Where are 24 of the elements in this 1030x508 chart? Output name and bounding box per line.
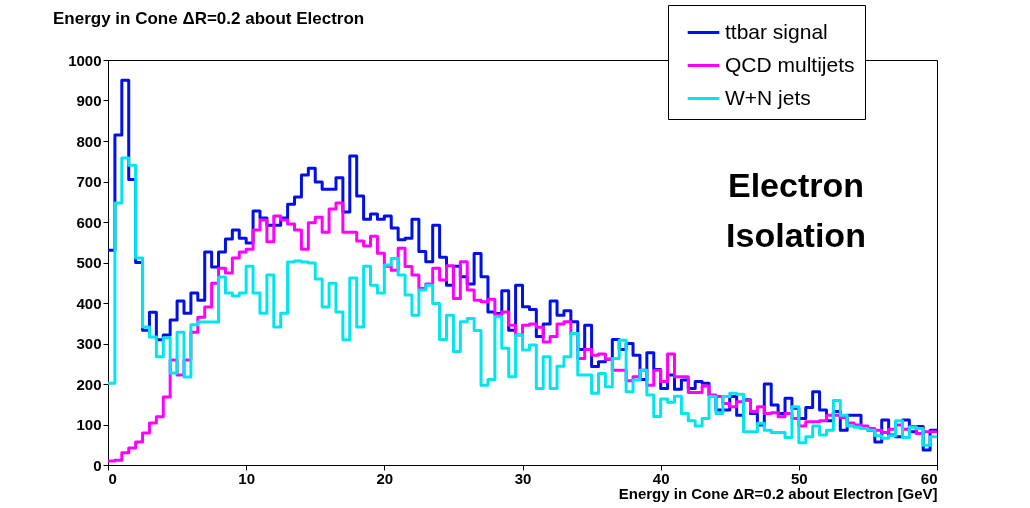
legend-label: W+N jets bbox=[725, 85, 811, 109]
chart-title: Energy in Cone ΔR=0.2 about Electron bbox=[53, 9, 365, 28]
x-tick-label: 0 bbox=[108, 469, 117, 487]
x-tick-label: 10 bbox=[238, 469, 256, 487]
y-tick-label: 200 bbox=[76, 375, 102, 393]
y-tick-label: 900 bbox=[76, 92, 102, 109]
x-tick-label: 60 bbox=[920, 469, 938, 487]
y-tick-label: 1000 bbox=[68, 51, 102, 69]
y-tick-label: 700 bbox=[76, 173, 102, 190]
y-tick-label: 0 bbox=[93, 456, 102, 474]
y-tick-label: 600 bbox=[76, 213, 102, 231]
y-tick-label: 500 bbox=[76, 254, 102, 271]
x-tick-label: 30 bbox=[514, 469, 532, 487]
y-tick-label: 800 bbox=[76, 132, 102, 150]
legend-label: QCD multijets bbox=[725, 52, 855, 76]
x-axis-title: Energy in Cone ΔR=0.2 about Electron [GeV] bbox=[618, 484, 938, 502]
legend-label: ttbar signal bbox=[725, 19, 828, 43]
y-tick-label: 300 bbox=[76, 335, 102, 352]
x-tick-label: 40 bbox=[652, 469, 670, 487]
annotation: Electron Isolation bbox=[726, 166, 866, 254]
y-tick-label: 100 bbox=[76, 416, 102, 433]
x-tick-label: 20 bbox=[376, 469, 394, 487]
x-tick-label: 50 bbox=[790, 469, 808, 487]
y-tick-label: 400 bbox=[76, 294, 102, 312]
